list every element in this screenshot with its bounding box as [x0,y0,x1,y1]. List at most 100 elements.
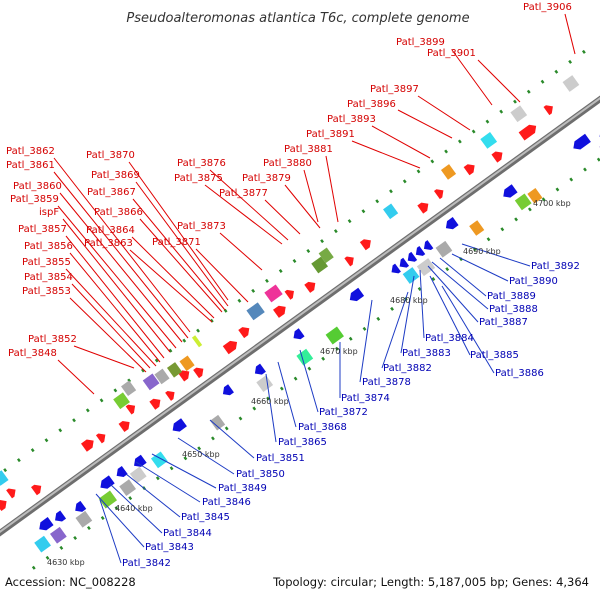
gene-label: Patl_3874 [341,393,390,404]
gene-label: Patl_3879 [242,173,291,184]
gene-label: Patl_3897 [370,84,419,95]
tick-dot [430,159,435,164]
tick-dot [3,468,8,473]
gene-label: Patl_3870 [86,150,135,161]
tick-dot [141,368,145,373]
tick-dot [168,348,173,353]
reverse-gene-arrow [55,510,67,522]
leader-line [477,59,521,103]
tick-dot [514,217,519,222]
forward-gene-arrow [304,281,316,293]
leader-line [204,184,283,245]
reverse-gene-arrow [391,263,401,274]
tick-dot [278,268,283,273]
gene-label: Patl_3844 [163,528,212,539]
gene-label: Patl_3855 [22,257,71,268]
reverse-gene-arrow [75,500,87,512]
gene-box [150,451,168,469]
leader-line [131,236,215,319]
tick-dot [527,207,532,212]
gene-label: Patl_3867 [87,187,136,198]
forward-gene-arrow [284,289,294,300]
leader-line [73,345,135,369]
tick-labels: 4630 kbp 4640 kbp 4650 kbp 4660 kbp 4670… [47,199,571,567]
gene-box [440,164,457,180]
tick-dot [541,197,546,202]
gene-label: Patl_3885 [470,350,519,361]
tick-dot [45,555,50,560]
reverse-gene-arrow [222,384,234,396]
reverse-gene-arrow [134,454,147,467]
gene-label: Patl_3888 [489,304,538,315]
leader-line [381,291,409,369]
tick-dot [169,466,174,471]
leader-line [325,155,339,223]
gene-box [435,240,453,258]
forward-gene-arrow [165,390,175,401]
tick-dot [127,378,132,383]
gene-label: Patl_3854 [24,272,73,283]
leader-line [57,359,95,395]
leader-line [284,184,321,229]
tick-label: 4700 kbp [533,199,571,208]
leader-line [461,243,531,267]
tick-dot [73,535,78,540]
gene-label: Patl_3861 [6,160,55,171]
gene-label: Patl_3873 [177,221,226,232]
gene-label: Patl_3866 [94,207,143,218]
genome-summary-text: Topology: circular; Length: 5,187,005 bp… [272,575,589,589]
tick-dot [581,49,586,54]
gene-label: Patl_3849 [218,483,267,494]
gene-label: Patl_3864 [86,225,135,236]
leader-line [431,261,489,310]
gene-box [210,414,226,431]
forward-gene-arrow [149,398,161,410]
gene-box [0,470,9,486]
tick-dot [265,278,269,283]
leader-line [195,248,249,303]
tick-dot [540,79,545,84]
tick-dot [347,219,352,224]
leader-line [53,171,189,339]
tick-dot [251,288,256,293]
leader-line [441,285,495,374]
label-leader-lines [53,13,576,564]
gene-label: Patl_3862 [6,146,55,157]
tick-label: 4640 kbp [115,504,153,513]
leader-line [209,169,289,241]
gene-label: Patl_3896 [347,99,396,110]
tick-dot [293,376,298,381]
tick-dot [335,346,339,351]
tick-dot [417,287,422,292]
tick-dot [500,227,505,232]
forward-gene-arrow [95,433,106,444]
reverse-gene-arrow [349,287,365,302]
reverse-gene-labels: Patl_3892 Patl_3890 Patl_3889 Patl_3888 … [122,261,580,569]
tick-dot [485,119,490,124]
gene-box [510,105,528,123]
leader-line [439,257,487,297]
gene-label: Patl_3886 [495,368,544,379]
gene-label: Patl_3850 [236,469,285,480]
gene-box [402,267,420,284]
tick-dot [457,139,462,144]
gene-box [77,418,95,435]
tick-dots [3,49,600,570]
tick-label: 4660 kbp [251,397,289,406]
tick-dot [555,187,560,192]
gene-box [264,284,283,303]
gene-label: Patl_3846 [202,497,251,508]
gene-label: Patl_3842 [122,558,171,569]
forward-gene-arrow [359,239,371,251]
reverse-gene-arrow [599,122,600,138]
tick-dot [86,525,91,530]
tick-label: 4630 kbp [47,558,85,567]
tick-dot [30,448,35,453]
genome-backbone [0,95,600,537]
forward-gene-labels: Patl_3906 Patl_3899 Patl_3901 Patl_3897 … [6,2,572,359]
leader-line [177,437,235,475]
leader-line [299,349,319,413]
gene-box [191,335,203,348]
leader-line [429,275,471,356]
forward-gene-arrow [31,484,42,496]
